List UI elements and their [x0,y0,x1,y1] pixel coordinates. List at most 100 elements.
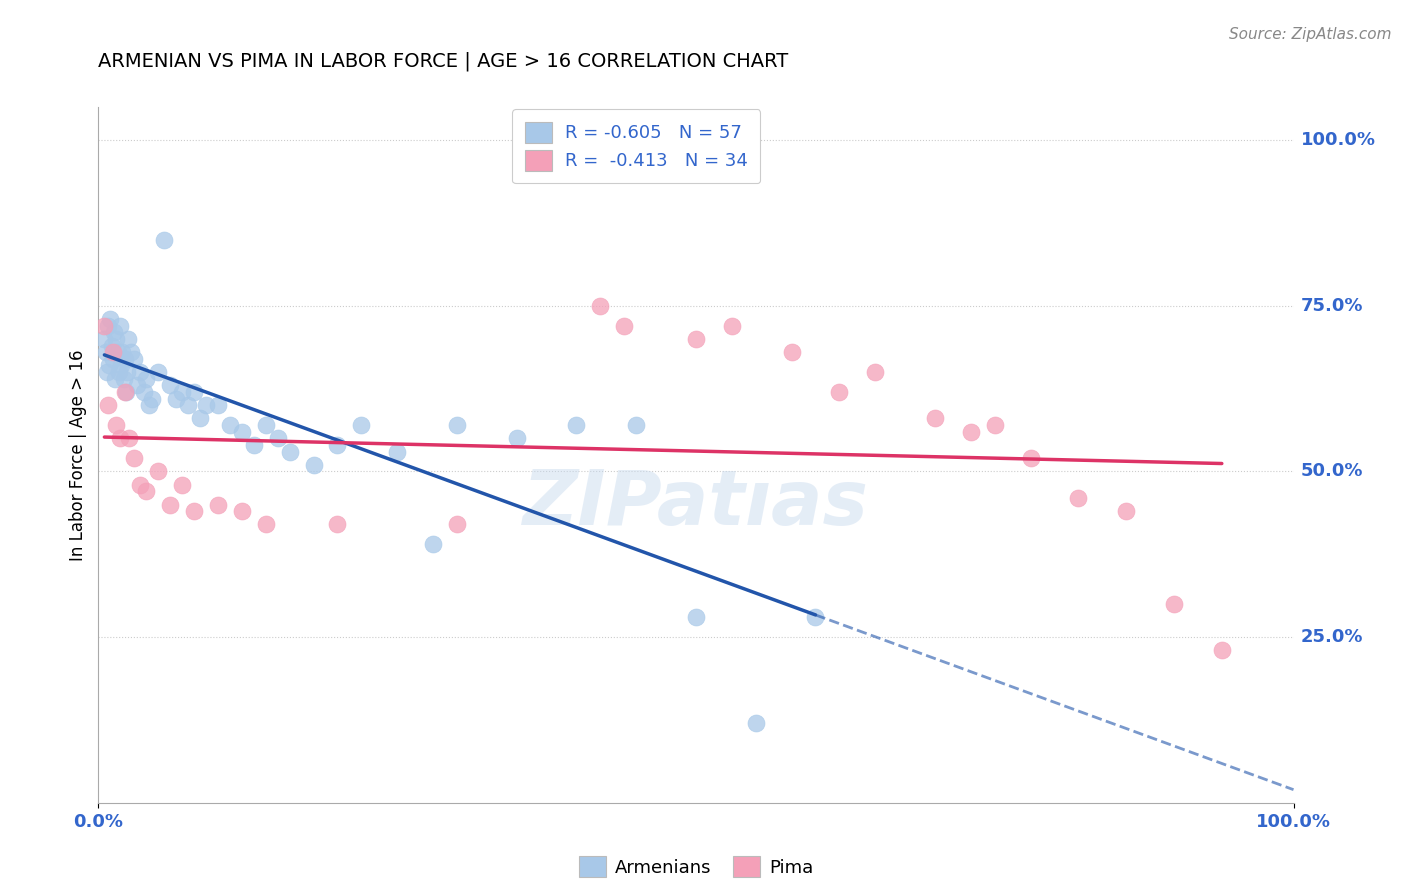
Point [828,384,851,399]
Point [135,372,157,386]
Point [685,332,707,346]
Point [115,384,138,399]
Text: ARMENIAN VS PIMA IN LABOR FORCE | AGE > 16 CORRELATION CHART: ARMENIAN VS PIMA IN LABOR FORCE | AGE > … [98,52,789,71]
Point [105,418,128,433]
Point [1115,504,1137,518]
Point [104,372,127,386]
Point [863,365,886,379]
Point [804,610,827,624]
Point [589,299,612,313]
Point [108,318,131,333]
Point [105,332,128,346]
Point [177,398,200,412]
Point [129,477,152,491]
Point [624,418,647,433]
Point [326,517,349,532]
Text: Source: ZipAtlas.com: Source: ZipAtlas.com [1229,27,1392,42]
Point [96,365,118,379]
Point [100,338,122,352]
Point [165,392,187,406]
Point [153,233,176,247]
Point [506,431,529,445]
Point [98,359,121,373]
Point [350,418,373,433]
Point [231,425,253,439]
Point [112,372,135,386]
Point [108,431,131,445]
Point [446,517,468,532]
Point [114,351,136,366]
Point [93,332,115,346]
Point [780,345,803,359]
Point [98,312,122,326]
Text: 75.0%: 75.0% [1301,297,1362,315]
Point [207,498,229,512]
Point [219,418,242,433]
Point [107,365,129,379]
Point [148,465,170,479]
Text: 100.0%: 100.0% [1301,131,1375,149]
Point [135,484,157,499]
Point [745,716,768,731]
Point [141,392,163,406]
Y-axis label: In Labor Force | Age > 16: In Labor Force | Age > 16 [69,349,87,561]
Point [302,458,325,472]
Point [172,477,194,491]
Point [446,418,468,433]
Point [138,398,160,412]
Point [97,318,120,333]
Text: 50.0%: 50.0% [1301,462,1362,481]
Point [107,345,129,359]
Point [93,318,115,333]
Point [385,444,409,458]
Point [125,378,148,392]
Point [685,610,707,624]
Point [110,359,132,373]
Text: ZIPatıas: ZIPatıas [523,467,869,541]
Point [118,431,141,445]
Point [97,398,120,412]
Point [1211,643,1233,657]
Point [194,398,217,412]
Point [115,365,138,379]
Point [101,351,124,366]
Point [114,384,136,399]
Point [1019,451,1042,466]
Point [721,318,744,333]
Point [124,451,146,466]
Point [278,444,301,458]
Point [959,425,981,439]
Point [183,384,205,399]
Point [243,438,266,452]
Point [326,438,349,452]
Point [111,345,134,359]
Point [132,384,155,399]
Point [183,504,205,518]
Point [117,332,139,346]
Point [983,418,1005,433]
Point [254,418,277,433]
Point [101,345,124,359]
Point [159,378,181,392]
Point [120,345,142,359]
Point [565,418,588,433]
Point [94,345,117,359]
Point [124,351,146,366]
Point [422,537,444,551]
Point [103,326,125,340]
Legend: Armenians, Pima: Armenians, Pima [571,849,821,884]
Point [129,365,152,379]
Point [207,398,229,412]
Point [613,318,636,333]
Point [924,411,946,425]
Point [159,498,181,512]
Point [231,504,253,518]
Point [1163,597,1185,611]
Point [267,431,290,445]
Point [188,411,211,425]
Text: 25.0%: 25.0% [1301,628,1362,646]
Point [254,517,277,532]
Point [172,384,194,399]
Point [148,365,170,379]
Point [1067,491,1090,505]
